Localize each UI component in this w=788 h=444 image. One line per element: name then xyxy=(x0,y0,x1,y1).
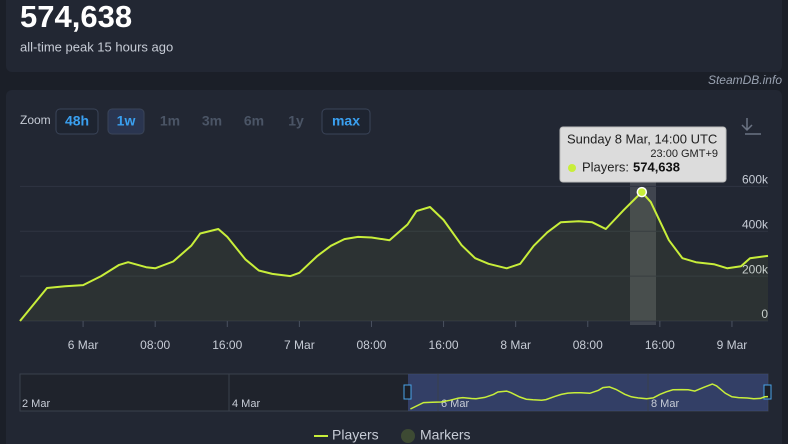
x-tick-label: 16:00 xyxy=(212,338,242,352)
plot: 0 200k 400k 600k 6 Mar 08:00 16:00 7 Mar 08:00 16… xyxy=(19,173,769,352)
x-tick-label: 16:00 xyxy=(429,338,459,352)
y-tick-label: 200k xyxy=(742,262,769,276)
tooltip-subtitle: 23:00 GMT+9 xyxy=(650,148,718,160)
tooltip-box xyxy=(559,126,727,183)
tooltip-value: 574,638 xyxy=(633,159,680,174)
tooltip-label: Players: xyxy=(582,159,629,174)
tooltip-swatch xyxy=(568,164,576,172)
peak-caption: all-time peak 15 hours ago xyxy=(20,39,173,54)
peak-value: 574,638 xyxy=(20,0,132,34)
navigator-label: 6 Mar xyxy=(441,398,469,410)
x-tick-label: 9 Mar xyxy=(717,338,748,352)
zoom-button-label[interactable]: 1y xyxy=(288,113,304,129)
area xyxy=(20,192,768,321)
legend-label[interactable]: Players xyxy=(332,427,379,443)
x-tick-label: 08:00 xyxy=(573,338,603,352)
zoom-buttons: 48h 1w 1m 3m 6m 1y max xyxy=(55,108,371,135)
zoom-button-label[interactable]: 48h xyxy=(65,113,89,129)
navigator-line xyxy=(410,383,768,410)
zoom-button-label[interactable]: 6m xyxy=(244,113,264,129)
zoom-button[interactable] xyxy=(107,108,145,135)
zoom-button[interactable] xyxy=(55,108,99,135)
x-tick-label: 16:00 xyxy=(645,338,675,352)
zoom-button-label[interactable]: 1w xyxy=(117,113,136,129)
download-icon[interactable] xyxy=(741,118,761,135)
zoom-button-label[interactable]: 3m xyxy=(202,113,222,129)
navigator-handle[interactable] xyxy=(763,384,772,400)
header-card xyxy=(6,0,782,72)
x-tick-label: 6 Mar xyxy=(68,338,99,352)
legend-label[interactable]: Markers xyxy=(420,427,471,443)
navigator-label: 4 Mar xyxy=(232,398,260,410)
hover-point xyxy=(636,186,648,198)
navigator-label: 8 Mar xyxy=(651,398,679,410)
zoom-label: Zoom xyxy=(20,113,51,127)
y-tick-label: 0 xyxy=(761,307,768,321)
x-tick-label: 7 Mar xyxy=(284,338,315,352)
tooltip: Sunday 8 Mar, 14:00 UTC 23:00 GMT+9 Play… xyxy=(559,126,727,183)
legend: Players Markers xyxy=(314,427,471,443)
navigator-content: 2 Mar 4 Mar 6 Mar 8 Mar xyxy=(22,374,768,411)
zoom-button[interactable] xyxy=(321,108,371,135)
x-tick-label: 08:00 xyxy=(356,338,386,352)
navigator-label: 2 Mar xyxy=(22,398,50,410)
x-tick-label: 8 Mar xyxy=(500,338,531,352)
legend-swatch xyxy=(401,429,415,443)
line xyxy=(19,191,769,322)
zoom-button-label[interactable]: 1m xyxy=(160,113,180,129)
y-tick-label: 400k xyxy=(742,217,769,231)
navigator-handle[interactable] xyxy=(403,384,412,400)
credit: SteamDB.info xyxy=(708,73,782,87)
x-tick-label: 08:00 xyxy=(140,338,170,352)
zoom-button-label[interactable]: max xyxy=(332,113,360,129)
tooltip-title: Sunday 8 Mar, 14:00 UTC xyxy=(567,131,717,146)
y-tick-label: 600k xyxy=(742,173,769,187)
